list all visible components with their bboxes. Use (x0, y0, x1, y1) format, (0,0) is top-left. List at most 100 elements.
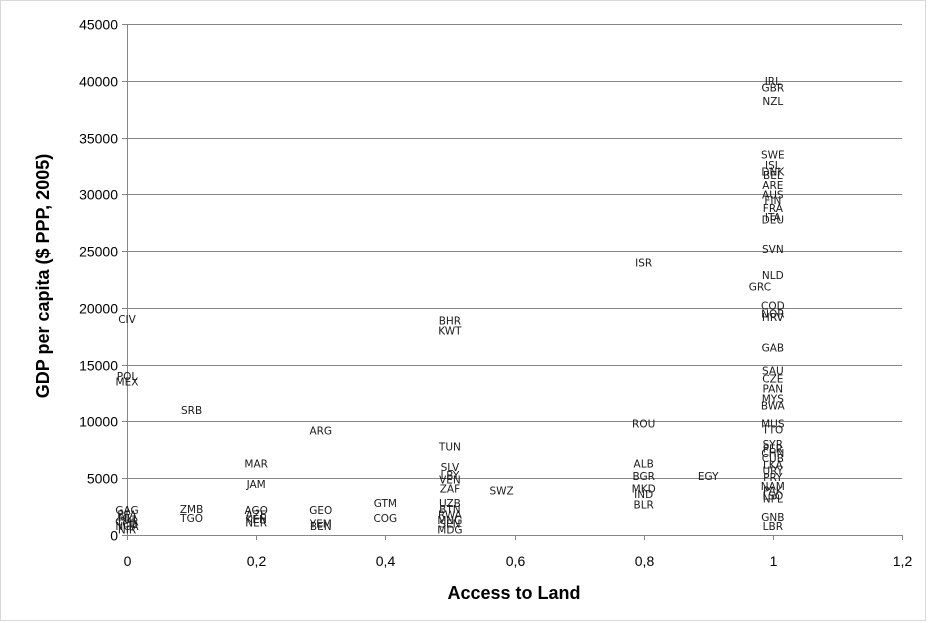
data-point-cod: COD (761, 301, 785, 313)
y-tick-label: 35000 (79, 131, 118, 147)
data-point-rou: ROU (632, 419, 655, 431)
data-point-ago: AGO (244, 505, 267, 517)
x-tick-label: 0 (124, 553, 132, 569)
x-tick-label: 0,2 (247, 553, 267, 569)
axes (122, 24, 903, 540)
data-point-srb: SRB (181, 405, 202, 417)
data-point-per: PER (763, 444, 783, 456)
tick-labels: 0 5000 10000 15000 20000 25000 30000 35000 40000… (79, 17, 912, 570)
data-point-ven: VEN (439, 474, 461, 486)
data-point-rwa: RWA (438, 510, 463, 522)
data-point-nir: NIR (118, 524, 136, 536)
data-point-tun: TUN (438, 441, 461, 453)
data-point-arg: ARG (309, 426, 332, 438)
gridlines (127, 24, 902, 479)
data-point-ury: URY (762, 465, 783, 477)
data-point-yem: YEM (309, 519, 332, 531)
data-point-pan: PAN (762, 384, 783, 396)
data-point-tgo: TGO (179, 513, 203, 525)
data-point-lso: LSO (762, 490, 783, 502)
data-point-bwa: BWA (761, 401, 786, 413)
data-point-tcd: TCD (115, 519, 137, 531)
data-point-bel: BEL (763, 170, 783, 182)
data-point-isl: ISL (765, 160, 781, 172)
data-point-civ: CIV (118, 314, 136, 326)
data-point-uzb: UZB (439, 498, 461, 510)
data-point-nor: NOR (761, 309, 784, 321)
data-point-swe: SWE (761, 150, 785, 162)
data-point-mli: MLI (118, 513, 136, 525)
y-tick-label: 40000 (79, 74, 118, 90)
data-point-pol: POL (117, 371, 138, 383)
data-point-ind: IND (634, 489, 653, 501)
data-point-nld: NLD (762, 270, 784, 282)
data-point-bhr: BHR (439, 315, 461, 327)
data-point-bgr: BGR (632, 471, 654, 483)
x-tick-label: 1 (770, 553, 778, 569)
data-point-bfa: BFA (117, 510, 137, 522)
data-point-cog: COG (373, 513, 397, 525)
data-point-npl: NPL (763, 494, 783, 506)
data-point-ken: KEN (245, 514, 266, 526)
x-tick-label: 0,6 (506, 553, 526, 569)
data-point-jam: JAM (246, 479, 266, 491)
data-point-geo: GEO (309, 505, 332, 517)
data-point-gab: GAB (762, 343, 785, 355)
data-point-gnb: GNB (761, 512, 784, 524)
data-point-pak: PAK (763, 486, 784, 498)
data-point-ben: BEN (310, 521, 332, 533)
data-point-mdg: MDG (437, 524, 462, 536)
data-point-alb: ALB (634, 458, 654, 470)
x-axis-title: Access to Land (447, 583, 580, 603)
data-point-dnk: DNK (761, 167, 785, 179)
y-tick-label: 20000 (79, 301, 118, 317)
data-point-mus: MUS (761, 419, 785, 431)
data-point-zmb: ZMB (180, 504, 203, 516)
data-point-egy: EGY (698, 471, 719, 483)
data-point-nzl: NZL (762, 96, 783, 108)
data-point-nga: NGA (115, 521, 139, 533)
data-point-mys: MYS (762, 394, 784, 406)
data-point-lby: LBY (440, 470, 459, 482)
data-point-irl: IRL (765, 76, 781, 88)
data-point-lbr: LBR (763, 521, 783, 533)
x-tick-label: 0,8 (635, 553, 655, 569)
data-point-gbr: GBR (762, 83, 785, 95)
data-point-grc: GRC (749, 281, 771, 293)
data-point-chn: CHN (761, 448, 784, 460)
data-point-deu: DEU (762, 214, 784, 226)
x-tick-label: 0,4 (376, 553, 396, 569)
y-tick-label: 25000 (79, 244, 118, 260)
data-point-gtm: GTM (374, 498, 397, 510)
data-point-sen: SEN (439, 519, 460, 531)
data-point-svn: SVN (762, 244, 784, 256)
data-point-nam: NAM (761, 481, 785, 493)
data-point-zaf: ZAF (440, 483, 460, 495)
data-point-ita: ITA (765, 212, 782, 224)
data-point-are: ARE (762, 180, 783, 192)
data-point-syr: SYR (763, 439, 783, 451)
data-point-kwt: KWT (438, 326, 462, 338)
data-point-mex: MEX (116, 377, 139, 389)
data-point-mar: MAR (244, 458, 268, 470)
data-point-gag: GAG (115, 505, 138, 517)
y-axis-title: GDP per capita ($ PPP, 2005) (33, 154, 53, 398)
data-point-swz: SWZ (489, 486, 513, 498)
data-point-mng: MNG (437, 515, 462, 527)
y-tick-label: 5000 (87, 471, 118, 487)
data-point-hrv: HRV (762, 312, 785, 324)
data-point-cze: CZE (762, 373, 783, 385)
y-tick-label: 0 (110, 528, 118, 544)
data-point-cmr: CMR (115, 516, 139, 528)
data-point-aze: AZE (246, 510, 267, 522)
data-point-fin: FIN (764, 195, 781, 207)
data-point-sau: SAU (762, 365, 784, 377)
y-tick-label: 15000 (79, 358, 118, 374)
y-tick-label: 30000 (79, 187, 118, 203)
data-point-fra: FRA (763, 203, 784, 215)
data-point-isr: ISR (635, 257, 652, 269)
data-point-slv: SLV (441, 462, 460, 474)
